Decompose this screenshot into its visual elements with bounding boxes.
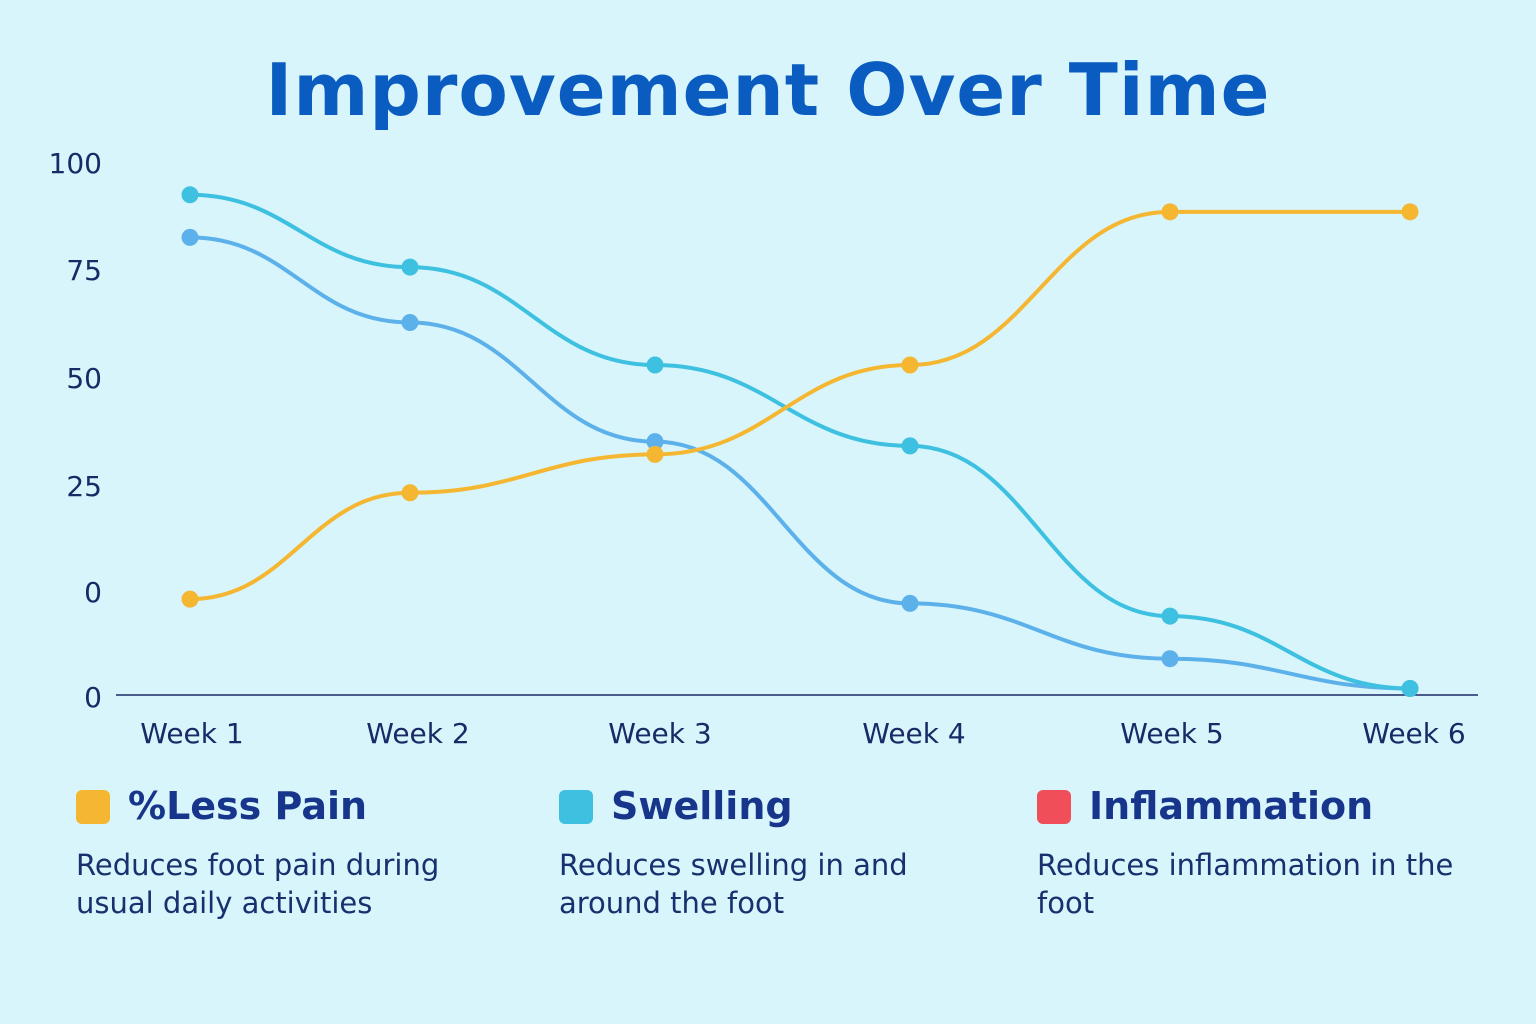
x-tick-label: Week 2 bbox=[366, 717, 469, 750]
data-point bbox=[1161, 203, 1179, 221]
legend-swatch-inflammation bbox=[1037, 790, 1071, 824]
data-point bbox=[1401, 679, 1419, 697]
line-chart: 0 0 25 50 75 100 Week 1 Week 2 Week 3 Week 4 Week … bbox=[49, 147, 1478, 750]
y-tick-label: 50 bbox=[66, 362, 102, 395]
legend-swatch-swelling bbox=[559, 790, 593, 824]
legend-swatch-less-pain bbox=[76, 790, 110, 824]
x-tick-label: Week 3 bbox=[608, 717, 711, 750]
chart-title: Improvement Over Time bbox=[265, 48, 1271, 132]
x-tick-label: Week 4 bbox=[862, 717, 965, 750]
data-point bbox=[901, 356, 919, 374]
data-point bbox=[1161, 607, 1179, 625]
legend-desc-swelling: Reduces swelling in and around the foot bbox=[559, 848, 908, 920]
y-tick-label: 100 bbox=[49, 147, 102, 180]
legend-desc-less-pain: Reduces foot pain during usual daily act… bbox=[76, 848, 440, 920]
series-line bbox=[188, 192, 1412, 691]
data-point bbox=[181, 228, 199, 246]
data-point bbox=[646, 433, 664, 451]
data-point bbox=[646, 445, 664, 463]
y-tick-label: 0 bbox=[84, 576, 102, 609]
data-point bbox=[181, 590, 199, 608]
data-point bbox=[1401, 203, 1419, 221]
data-point bbox=[901, 594, 919, 612]
legend-label-swelling: Swelling bbox=[611, 784, 793, 828]
data-point bbox=[181, 186, 199, 204]
legend-label-less-pain: %Less Pain bbox=[128, 784, 368, 828]
y-tick-label: 0 bbox=[84, 681, 102, 714]
y-tick-label: 75 bbox=[66, 254, 102, 287]
data-point bbox=[901, 437, 919, 455]
data-point bbox=[401, 313, 419, 331]
x-tick-label: Week 5 bbox=[1120, 717, 1223, 750]
data-point bbox=[1161, 650, 1179, 668]
y-tick-label: 25 bbox=[66, 470, 102, 503]
x-tick-label: Week 1 bbox=[140, 717, 243, 750]
data-point bbox=[401, 484, 419, 502]
legend-label-inflammation: Inflammation bbox=[1089, 784, 1374, 828]
data-point bbox=[646, 356, 664, 374]
series-line bbox=[188, 235, 1412, 691]
data-point bbox=[401, 258, 419, 276]
series-line bbox=[188, 209, 1412, 602]
legend-desc-inflammation: Reduces inflammation in the foot bbox=[1037, 848, 1454, 920]
x-tick-label: Week 6 bbox=[1362, 717, 1465, 750]
